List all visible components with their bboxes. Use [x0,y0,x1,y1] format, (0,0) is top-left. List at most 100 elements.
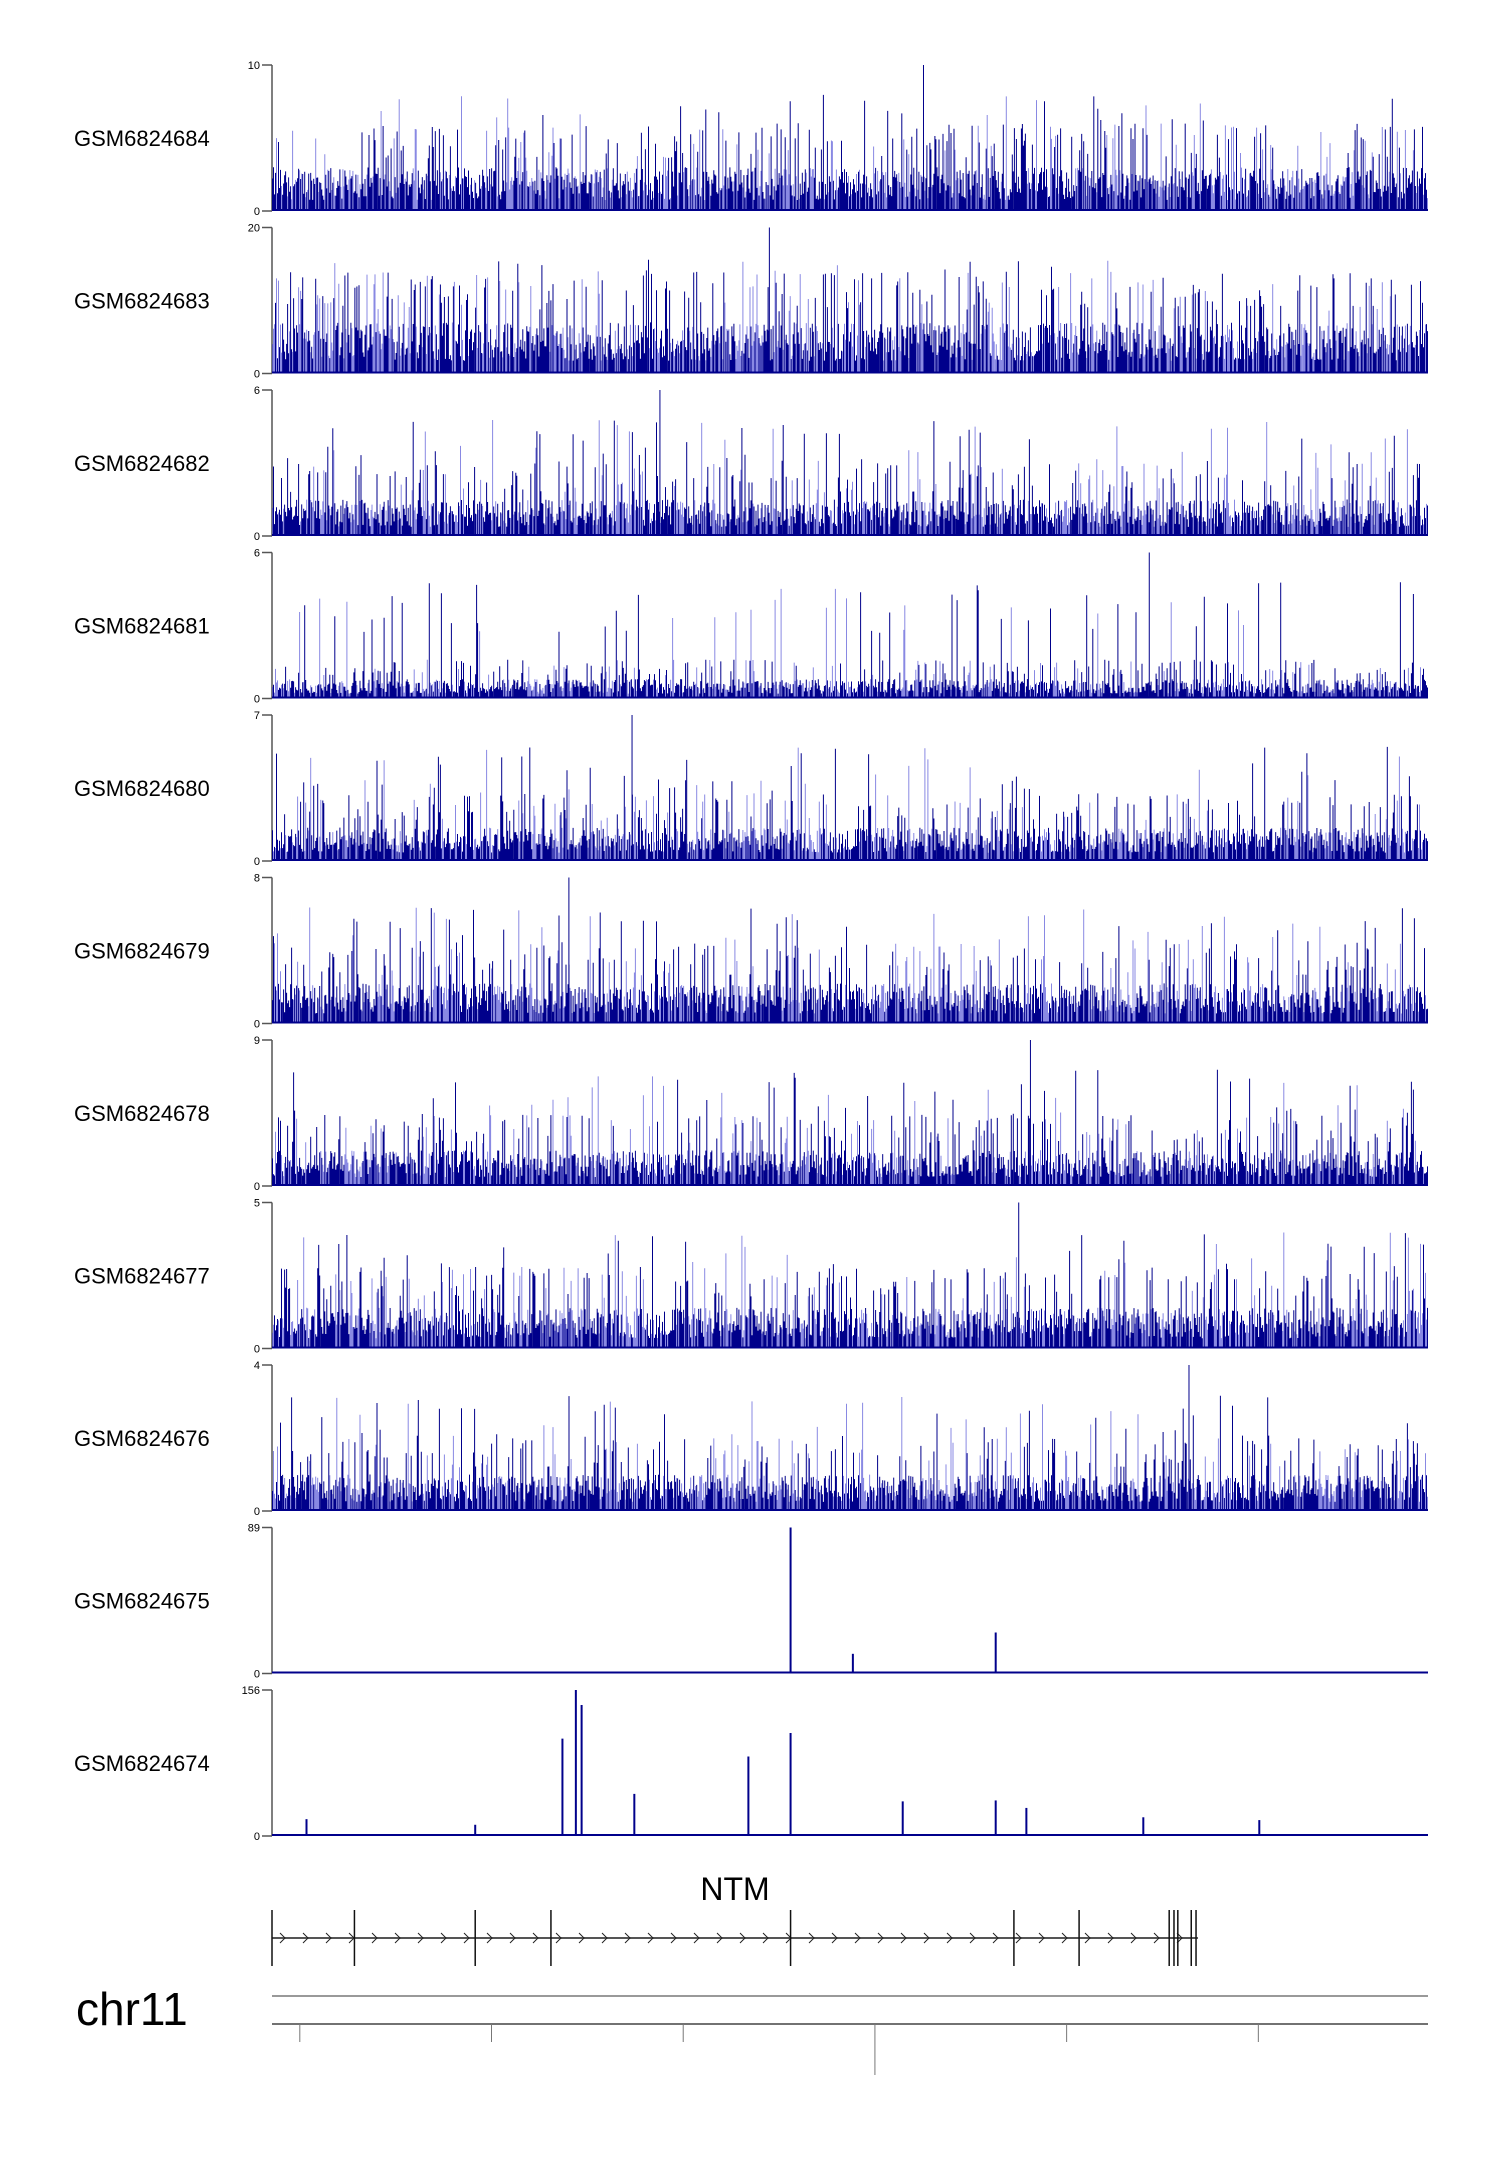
strand-arrow-icon [325,1932,332,1944]
signal-bars [272,746,1428,861]
strand-arrow-icon [1107,1932,1114,1944]
y-tick-label-max: 10 [248,60,260,72]
strand-arrow-icon [1130,1932,1137,1944]
strand-arrow-icon [1015,1932,1022,1944]
strand-arrow-icon [969,1932,976,1944]
signal-bars [272,1069,1428,1186]
strand-arrow-icon [578,1932,585,1944]
track-label: GSM6824677 [74,1264,210,1289]
y-tick-label-min: 0 [254,1181,260,1193]
track-label: GSM6824676 [74,1426,210,1451]
strand-arrow-icon [831,1932,838,1944]
y-tick-label-max: 7 [254,710,260,722]
gene-label: NTM [700,1871,769,1907]
strand-arrow-icon [923,1932,930,1944]
track-GSM6824678: GSM6824678 9 0 [74,1035,1428,1193]
genome-axis: chr11 [76,1983,1428,2075]
y-tick-label-max: 8 [254,873,260,885]
y-tick-label-min: 0 [254,856,260,868]
strand-arrow-icon [486,1932,493,1944]
signal-bars-light [274,907,1426,1024]
track-GSM6824675: GSM6824675 89 0 [74,1523,1428,1681]
strand-arrow-icon [1061,1932,1068,1944]
signal-bars [272,1395,1427,1511]
strand-arrow-icon [739,1932,746,1944]
strand-arrow-icon [417,1932,424,1944]
y-tick-label-min: 0 [254,694,260,706]
strand-arrow-icon [394,1932,401,1944]
y-tick-label-max: 9 [254,1035,260,1047]
signal-bars-light [272,260,1426,374]
strand-arrow-icon [1176,1932,1183,1944]
strand-arrow-icon [647,1932,654,1944]
track-GSM6824674: GSM6824674 156 0 [74,1685,1428,1843]
strand-arrow-icon [716,1932,723,1944]
track-GSM6824676: GSM6824676 4 0 [74,1360,1428,1518]
y-tick-label-min: 0 [254,1831,260,1843]
strand-arrow-icon [1038,1932,1045,1944]
strand-arrow-icon [555,1932,562,1944]
strand-arrow-icon [440,1932,447,1944]
y-tick-label-max: 89 [248,1523,260,1535]
strand-arrow-icon [601,1932,608,1944]
track-label: GSM6824678 [74,1101,210,1126]
strand-arrow-icon [854,1932,861,1944]
strand-arrow-icon [762,1932,769,1944]
y-tick-label-max: 6 [254,548,260,560]
strand-arrow-icon [946,1932,953,1944]
y-tick-label-min: 0 [254,206,260,218]
strand-arrow-icon [900,1932,907,1944]
y-tick-label-max: 4 [254,1360,260,1372]
track-label: GSM6824674 [74,1751,210,1776]
y-tick-label-max: 20 [248,223,260,235]
signal-bars-light [275,1076,1424,1186]
track-GSM6824683: GSM6824683 20 0 [74,223,1428,381]
track-GSM6824677: GSM6824677 5 0 [74,1198,1428,1356]
strand-arrow-icon [670,1932,677,1944]
signal-bars [274,1233,1428,1349]
y-tick-label-max: 6 [254,385,260,397]
strand-arrow-icon [877,1932,884,1944]
signal-bars [273,420,1428,536]
signal-bars-light [272,588,1421,699]
strand-arrow-icon [509,1932,516,1944]
track-label: GSM6824675 [74,1589,210,1614]
strand-arrow-icon [463,1932,470,1944]
track-label: GSM6824680 [74,776,210,801]
strand-arrow-icon [371,1932,378,1944]
track-GSM6824682: GSM6824682 6 0 [74,385,1428,543]
y-tick-label-min: 0 [254,1344,260,1356]
track-label: GSM6824682 [74,451,210,476]
signal-bars-light [276,96,1428,211]
strand-arrow-icon [1084,1932,1091,1944]
chromosome-label: chr11 [76,1983,188,2035]
strand-arrow-icon [532,1932,539,1944]
strand-arrow-icon [302,1932,309,1944]
strand-arrow-icon [693,1932,700,1944]
y-tick-label-min: 0 [254,1669,260,1681]
signal-bars [272,908,1428,1024]
track-GSM6824679: GSM6824679 8 0 [74,873,1428,1031]
signal-bars-light [273,747,1426,861]
y-tick-label-max: 5 [254,1198,260,1210]
track-label: GSM6824681 [74,614,210,639]
gene-track: NTM [271,1871,1198,1966]
y-tick-label-min: 0 [254,531,260,543]
signal-bars [275,259,1428,374]
signal-bars [273,582,1428,699]
track-label: GSM6824683 [74,289,210,314]
signal-bars-light [273,1397,1428,1511]
strand-arrow-icon [279,1932,286,1944]
track-label: GSM6824679 [74,939,210,964]
strand-arrow-icon [808,1932,815,1944]
track-GSM6824680: GSM6824680 7 0 [74,710,1428,868]
y-tick-label-min: 0 [254,1506,260,1518]
signal-bars-light [272,420,1427,536]
signal-bars [272,94,1427,211]
signal-bars-light [272,1232,1427,1349]
strand-arrow-icon [1153,1932,1160,1944]
track-GSM6824684: GSM6824684 10 0 [74,60,1428,218]
strand-arrow-icon [992,1932,999,1944]
y-tick-label-max: 156 [242,1685,260,1697]
